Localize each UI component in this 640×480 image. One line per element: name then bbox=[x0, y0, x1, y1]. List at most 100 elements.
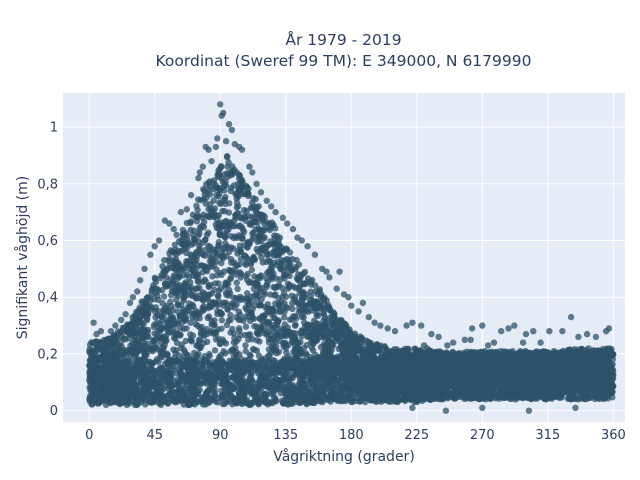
data-point bbox=[163, 265, 170, 273]
data-point bbox=[227, 256, 235, 263]
data-point bbox=[174, 301, 182, 308]
data-point bbox=[219, 178, 226, 186]
data-point bbox=[250, 229, 257, 236]
data-point bbox=[302, 302, 309, 309]
data-point bbox=[277, 337, 284, 345]
data-point bbox=[122, 336, 129, 343]
data-point bbox=[254, 328, 261, 335]
data-point bbox=[111, 334, 118, 342]
data-point bbox=[251, 323, 258, 330]
data-point bbox=[198, 323, 205, 331]
data-point bbox=[242, 342, 249, 349]
data-point bbox=[281, 321, 288, 328]
data-point bbox=[226, 286, 233, 294]
data-point bbox=[195, 278, 202, 285]
data-point bbox=[265, 225, 272, 232]
data-point bbox=[152, 309, 159, 316]
data-point bbox=[280, 326, 287, 333]
data-point bbox=[250, 254, 257, 262]
data-point bbox=[114, 353, 121, 360]
data-point bbox=[211, 249, 218, 256]
data-point bbox=[297, 338, 304, 346]
data-point bbox=[170, 272, 178, 279]
data-point bbox=[302, 350, 310, 357]
data-point bbox=[263, 331, 271, 338]
data-point bbox=[240, 317, 247, 324]
data-point bbox=[325, 315, 332, 322]
data-point bbox=[307, 293, 315, 300]
data-point bbox=[163, 274, 170, 281]
data-point bbox=[251, 273, 258, 280]
data-point bbox=[215, 335, 222, 342]
data-point bbox=[244, 244, 251, 251]
data-point bbox=[193, 295, 200, 302]
data-point bbox=[169, 248, 176, 256]
data-point bbox=[157, 351, 165, 358]
data-point bbox=[187, 331, 194, 338]
data-point bbox=[162, 280, 169, 287]
data-point bbox=[292, 298, 299, 305]
data-point bbox=[330, 332, 337, 339]
data-point bbox=[300, 270, 307, 277]
data-point bbox=[247, 278, 254, 285]
data-point bbox=[213, 191, 220, 199]
data-point bbox=[297, 281, 304, 288]
data-point bbox=[312, 305, 319, 312]
data-point bbox=[211, 321, 218, 329]
data-point bbox=[268, 349, 275, 356]
data-point bbox=[216, 166, 223, 173]
data-point bbox=[380, 343, 388, 350]
data-point bbox=[196, 345, 203, 352]
data-point bbox=[172, 283, 179, 291]
data-point bbox=[227, 275, 234, 283]
data-point bbox=[418, 349, 425, 356]
data-point bbox=[275, 295, 282, 302]
data-point bbox=[120, 352, 127, 360]
data-point bbox=[158, 313, 165, 321]
data-point bbox=[228, 184, 235, 191]
data-point bbox=[303, 322, 310, 329]
data-point bbox=[250, 234, 257, 241]
data-point bbox=[327, 339, 334, 346]
data-point bbox=[275, 283, 282, 290]
data-point bbox=[156, 334, 163, 341]
data-point bbox=[220, 338, 227, 345]
data-point bbox=[160, 293, 168, 300]
data-point bbox=[158, 326, 165, 333]
data-point bbox=[288, 292, 295, 299]
data-point bbox=[313, 312, 320, 319]
data-point bbox=[258, 228, 266, 235]
data-point bbox=[221, 171, 228, 178]
data-point bbox=[164, 351, 171, 359]
data-point bbox=[220, 244, 227, 252]
data-point bbox=[224, 153, 231, 161]
data-point bbox=[233, 279, 240, 286]
data-point bbox=[217, 285, 224, 292]
data-point bbox=[268, 275, 275, 283]
data-point bbox=[295, 309, 302, 316]
data-point bbox=[241, 190, 248, 198]
data-points bbox=[86, 101, 617, 414]
data-point bbox=[200, 196, 207, 203]
data-point bbox=[161, 257, 168, 264]
data-point bbox=[196, 242, 203, 249]
data-point bbox=[188, 291, 195, 299]
data-point bbox=[183, 325, 190, 332]
data-point bbox=[139, 342, 146, 349]
chart-title-line-1: År 1979 - 2019 bbox=[285, 30, 401, 49]
data-point bbox=[261, 291, 268, 298]
data-point bbox=[200, 224, 208, 231]
data-point bbox=[235, 203, 242, 210]
data-point bbox=[258, 245, 265, 252]
data-point bbox=[247, 331, 254, 338]
data-point bbox=[291, 322, 299, 329]
data-point bbox=[342, 326, 349, 333]
data-point bbox=[205, 283, 212, 291]
data-point bbox=[250, 285, 258, 293]
data-point bbox=[243, 183, 251, 191]
data-point bbox=[272, 225, 279, 232]
data-point bbox=[102, 341, 110, 349]
data-point bbox=[268, 262, 275, 269]
data-point bbox=[186, 300, 193, 307]
data-point bbox=[161, 342, 168, 349]
